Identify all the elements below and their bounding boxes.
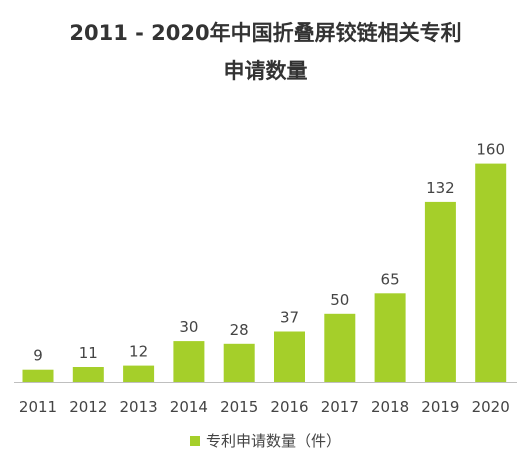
x-tick-label-2019: 2019 — [421, 398, 459, 416]
bar-2013 — [123, 365, 155, 382]
data-label-2017: 50 — [330, 291, 349, 309]
data-label-2016: 37 — [280, 309, 299, 327]
data-label-2020: 160 — [476, 141, 505, 159]
data-label-2019: 132 — [426, 179, 455, 197]
bar-2018 — [374, 293, 406, 382]
chart-legend: 专利申请数量（件） — [0, 430, 531, 451]
bar-2019 — [424, 201, 456, 382]
bar-2015 — [223, 343, 255, 382]
data-label-2013: 12 — [129, 343, 148, 361]
data-label-2018: 65 — [381, 270, 400, 288]
bar-2016 — [274, 331, 305, 382]
data-label-2014: 30 — [179, 318, 198, 336]
data-label-2012: 11 — [79, 344, 98, 362]
x-tick-label-2020: 2020 — [472, 398, 510, 416]
data-label-2015: 28 — [230, 321, 249, 339]
bar-2020 — [475, 163, 507, 382]
x-tick-label-2015: 2015 — [220, 398, 258, 416]
legend-swatch — [189, 435, 200, 446]
bar-2017 — [324, 313, 356, 382]
x-tick-label-2011: 2011 — [19, 398, 57, 416]
legend-label: 专利申请数量（件） — [205, 432, 341, 450]
bar-2011 — [22, 369, 54, 382]
x-tick-label-2017: 2017 — [321, 398, 359, 416]
data-label-2011: 9 — [33, 347, 43, 365]
chart-title-line-2: 申请数量 — [223, 59, 308, 83]
x-tick-label-2016: 2016 — [270, 398, 308, 416]
x-tick-label-2014: 2014 — [170, 398, 208, 416]
x-tick-label-2012: 2012 — [69, 398, 107, 416]
bar-2014 — [173, 341, 205, 382]
chart-title: 2011 - 2020年中国折叠屏铰链相关专利 申请数量 — [0, 14, 531, 90]
bar-2012 — [72, 367, 104, 382]
x-tick-label-2018: 2018 — [371, 398, 409, 416]
chart-title-line-1: 2011 - 2020年中国折叠屏铰链相关专利 — [69, 21, 462, 45]
x-tick-label-2013: 2013 — [120, 398, 158, 416]
